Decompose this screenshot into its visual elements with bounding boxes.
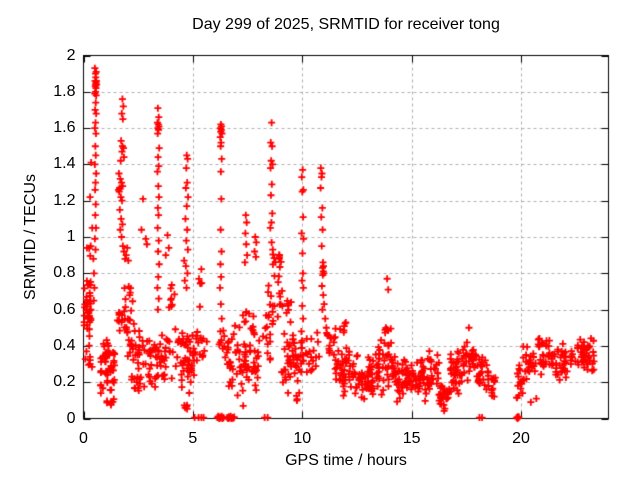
y-tick-label: 0.4 [53, 336, 76, 354]
x-tick-label: 0 [79, 430, 88, 447]
y-tick-label: 1.2 [53, 191, 76, 209]
y-axis-label: SRMTID / TECUs [22, 174, 39, 300]
y-tick-label: 0.6 [53, 300, 76, 318]
chart-title: Day 299 of 2025, SRMTID for receiver ton… [192, 16, 500, 33]
y-tick-label: 0.2 [53, 373, 76, 391]
x-tick-label: 5 [188, 430, 198, 447]
y-tick-label: 1.8 [53, 82, 76, 100]
y-tick-label: 1.6 [53, 119, 76, 137]
x-tick-label: 15 [402, 430, 421, 447]
y-tick-label: 0.8 [53, 264, 76, 282]
x-tick-label: 10 [293, 430, 312, 447]
y-tick-label: 1.4 [53, 155, 76, 173]
x-tick-label: 20 [512, 430, 530, 447]
x-axis-label: GPS time / hours [285, 452, 407, 469]
y-tick-label: 2 [66, 46, 76, 64]
y-tick-label: 0 [66, 409, 76, 427]
y-tick-label: 1 [66, 228, 76, 245]
